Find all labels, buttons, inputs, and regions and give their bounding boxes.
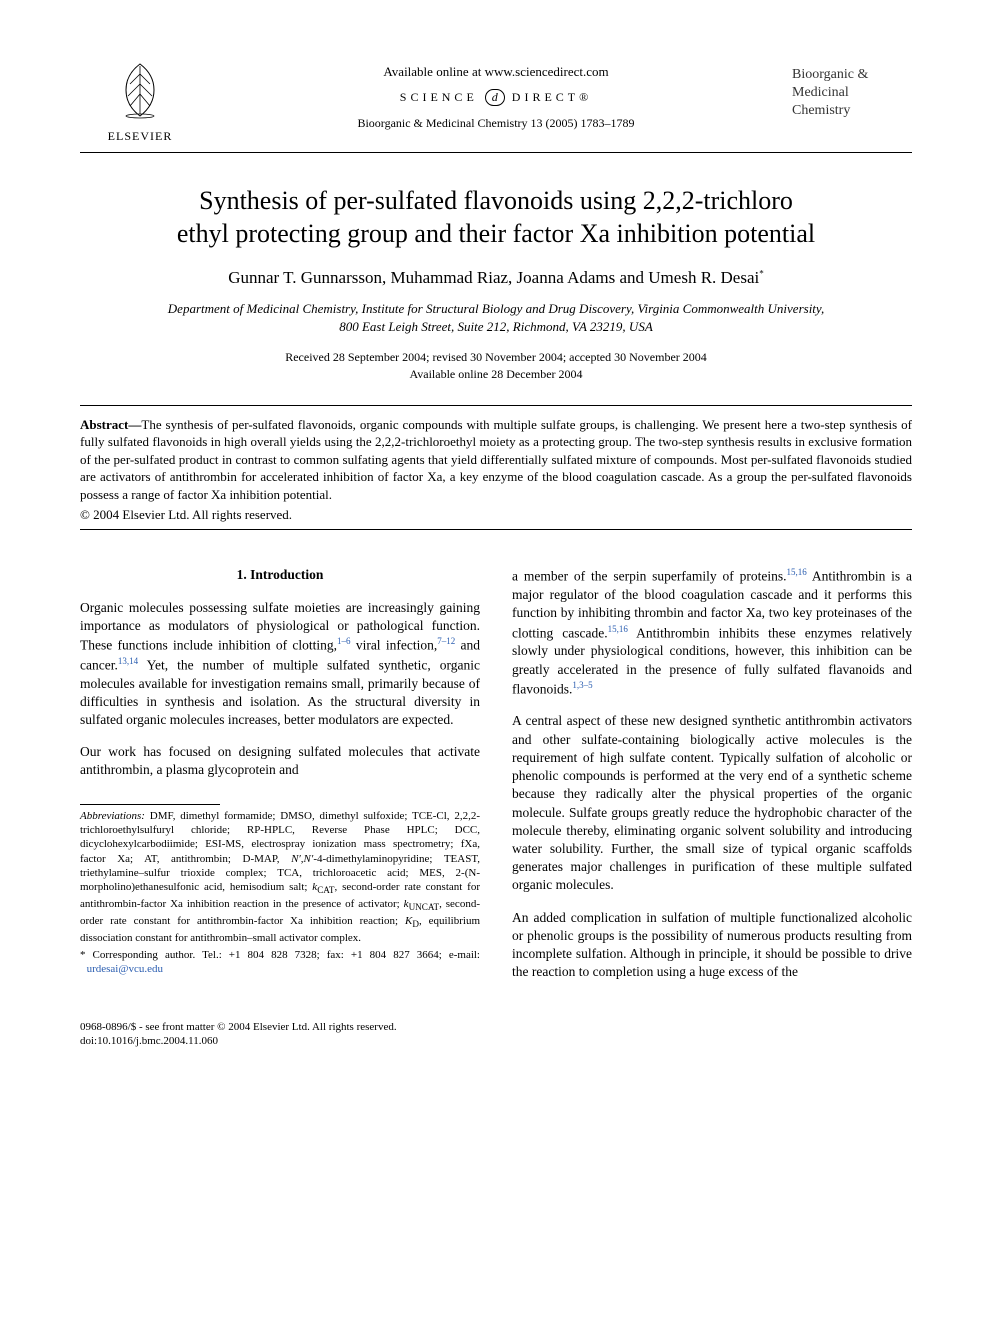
- sciencedirect-logo: SCIENCE d DIRECT®: [400, 89, 592, 106]
- article-title: Synthesis of per-sulfated flavonoids usi…: [100, 185, 892, 250]
- affiliation-line: 800 East Leigh Street, Suite 212, Richmo…: [339, 319, 653, 334]
- sd-at-icon: d: [485, 89, 505, 106]
- citation-ref[interactable]: 1,3–5: [572, 680, 592, 690]
- body-paragraph: A central aspect of these new designed s…: [512, 712, 912, 894]
- citation-ref[interactable]: 15,16: [608, 624, 628, 634]
- citation-ref[interactable]: 7–12: [437, 636, 455, 646]
- journal-badge-line: Chemistry: [792, 102, 912, 120]
- corresponding-author-footnote: * Corresponding author. Tel.: +1 804 828…: [80, 948, 480, 977]
- publisher-name: ELSEVIER: [80, 129, 200, 144]
- author-list: Gunnar T. Gunnarsson, Muhammad Riaz, Joa…: [80, 268, 912, 288]
- available-online-text: Available online at www.sciencedirect.co…: [200, 64, 792, 80]
- page-header: ELSEVIER Available online at www.science…: [80, 60, 912, 144]
- abstract-label: Abstract—: [80, 417, 141, 432]
- page-footer: 0968-0896/$ - see front matter © 2004 El…: [80, 1020, 912, 1050]
- body-paragraph: a member of the serpin superfamily of pr…: [512, 566, 912, 698]
- journal-reference: Bioorganic & Medicinal Chemistry 13 (200…: [200, 116, 792, 131]
- dates-line: Received 28 September 2004; revised 30 N…: [285, 350, 707, 364]
- body-paragraph: Our work has focused on designing sulfat…: [80, 743, 480, 779]
- body-paragraph: Organic molecules possessing sulfate moi…: [80, 599, 480, 730]
- title-line: ethyl protecting group and their factor …: [177, 219, 815, 248]
- section-heading: 1. Introduction: [80, 566, 480, 584]
- publisher-logo-block: ELSEVIER: [80, 60, 200, 144]
- body-paragraph: An added complication in sulfation of mu…: [512, 909, 912, 982]
- header-rule: [80, 152, 912, 153]
- footnote-rule: [80, 804, 220, 805]
- footnotes-block: Abbreviations: DMF, dimethyl formamide; …: [80, 809, 480, 977]
- sd-brand-left: SCIENCE: [400, 90, 478, 104]
- journal-article-page: ELSEVIER Available online at www.science…: [0, 0, 992, 1089]
- abstract-rule-top: [80, 405, 912, 406]
- footer-doi: doi:10.1016/j.bmc.2004.11.060: [80, 1034, 912, 1049]
- title-line: Synthesis of per-sulfated flavonoids usi…: [199, 186, 793, 215]
- abbreviations-footnote: Abbreviations: DMF, dimethyl formamide; …: [80, 809, 480, 946]
- journal-title-badge: Bioorganic & Medicinal Chemistry: [792, 60, 912, 121]
- sd-brand-right: DIRECT®: [512, 90, 592, 104]
- journal-badge-line: Medicinal: [792, 84, 912, 102]
- body-columns: 1. Introduction Organic molecules posses…: [80, 566, 912, 995]
- abstract-block: Abstract—The synthesis of per-sulfated f…: [80, 416, 912, 504]
- citation-ref[interactable]: 13,14: [118, 656, 138, 666]
- citation-ref[interactable]: 15,16: [786, 567, 806, 577]
- affiliation-line: Department of Medicinal Chemistry, Insti…: [168, 301, 824, 316]
- article-dates: Received 28 September 2004; revised 30 N…: [80, 349, 912, 383]
- right-column: a member of the serpin superfamily of pr…: [512, 566, 912, 995]
- abstract-text: The synthesis of per-sulfated flavonoids…: [80, 417, 912, 502]
- abstract-rule-bottom: [80, 529, 912, 530]
- corr-mark: *: [759, 268, 764, 278]
- header-center: Available online at www.sciencedirect.co…: [200, 60, 792, 131]
- dates-line: Available online 28 December 2004: [409, 367, 582, 381]
- authors-text: Gunnar T. Gunnarsson, Muhammad Riaz, Joa…: [228, 268, 759, 287]
- affiliation: Department of Medicinal Chemistry, Insti…: [110, 300, 882, 335]
- journal-badge-line: Bioorganic &: [792, 66, 912, 84]
- copyright-line: © 2004 Elsevier Ltd. All rights reserved…: [80, 507, 912, 523]
- corresponding-email-link[interactable]: urdesai@vcu.edu: [87, 963, 163, 975]
- citation-ref[interactable]: 1–6: [337, 636, 351, 646]
- left-column: 1. Introduction Organic molecules posses…: [80, 566, 480, 995]
- footer-line: 0968-0896/$ - see front matter © 2004 El…: [80, 1020, 912, 1035]
- abbrev-label: Abbreviations:: [80, 810, 145, 822]
- elsevier-tree-icon: [110, 60, 170, 120]
